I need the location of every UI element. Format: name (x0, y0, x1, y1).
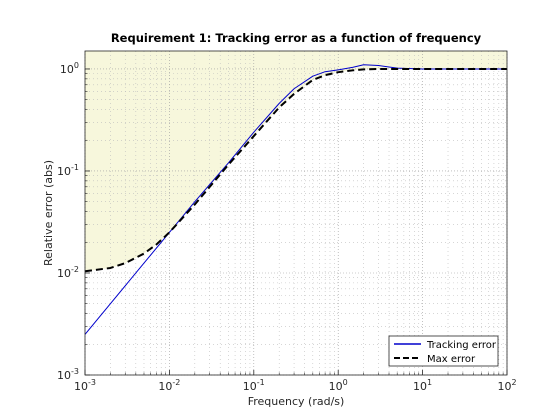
y-axis-label: Relative error (abs) (42, 160, 55, 266)
legend-box (388, 335, 499, 367)
chart-title: Requirement 1: Tracking error as a funct… (111, 31, 482, 45)
plot-area (84, 50, 508, 376)
series-layer (85, 64, 507, 335)
x-axis-label: Frequency (rad/s) (248, 395, 345, 408)
shaded-region-layer (85, 51, 507, 272)
axes-frame (84, 50, 508, 376)
tick-marks (84, 68, 508, 376)
legend: Tracking error Max error (388, 335, 499, 367)
legend-label-max-error: Max error (427, 354, 476, 365)
legend-label-tracking-error: Tracking error (426, 340, 497, 351)
shaded-requirement-region (85, 51, 507, 272)
series-line-max-error (85, 67, 507, 273)
